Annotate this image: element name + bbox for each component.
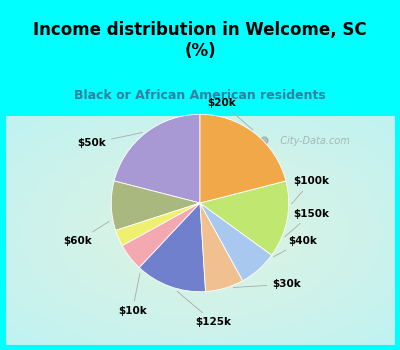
Text: Black or African American residents: Black or African American residents bbox=[74, 89, 326, 101]
Wedge shape bbox=[116, 203, 200, 246]
Wedge shape bbox=[200, 203, 243, 292]
Text: $10k: $10k bbox=[118, 273, 147, 316]
Wedge shape bbox=[122, 203, 200, 268]
Text: $30k: $30k bbox=[233, 279, 301, 289]
Text: $60k: $60k bbox=[64, 221, 109, 246]
Text: $150k: $150k bbox=[285, 209, 329, 237]
Wedge shape bbox=[200, 181, 289, 255]
Text: $40k: $40k bbox=[274, 236, 318, 257]
Wedge shape bbox=[139, 203, 206, 292]
Wedge shape bbox=[200, 203, 272, 281]
Wedge shape bbox=[114, 114, 200, 203]
Wedge shape bbox=[111, 181, 200, 230]
Text: City-Data.com: City-Data.com bbox=[274, 136, 350, 146]
Text: $20k: $20k bbox=[207, 98, 253, 130]
Text: $100k: $100k bbox=[292, 176, 329, 204]
Text: $125k: $125k bbox=[177, 291, 232, 327]
Text: Income distribution in Welcome, SC
(%): Income distribution in Welcome, SC (%) bbox=[33, 21, 367, 60]
Wedge shape bbox=[200, 114, 286, 203]
Text: $50k: $50k bbox=[77, 133, 142, 148]
